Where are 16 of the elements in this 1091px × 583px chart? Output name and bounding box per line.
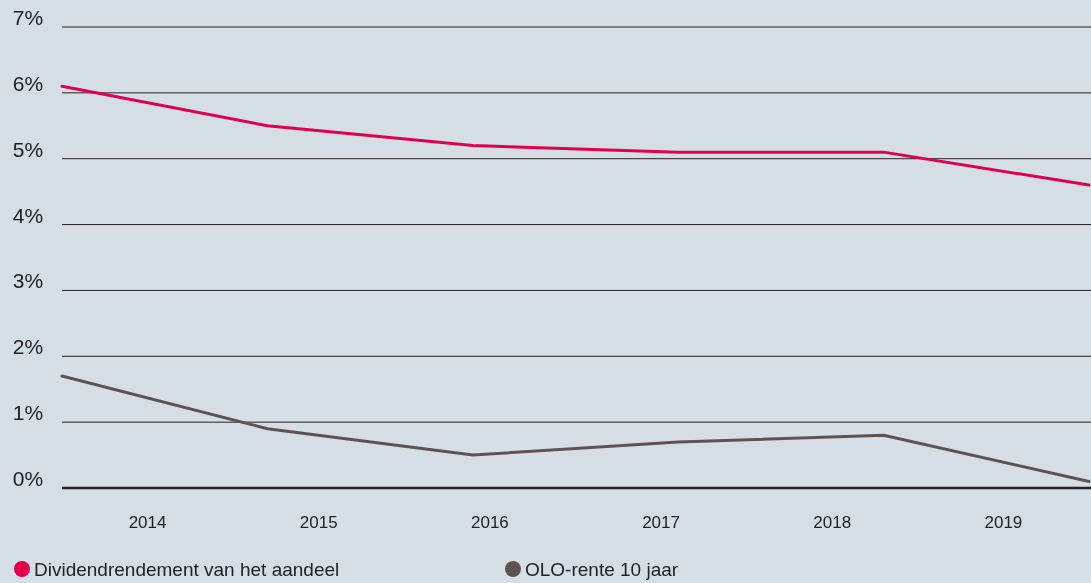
- y-tick-label: 7%: [12, 6, 44, 29]
- y-tick-label: 0%: [12, 467, 44, 490]
- x-tick-label: 2014: [128, 513, 167, 532]
- y-tick-label: 1%: [12, 401, 44, 425]
- legend-label: Dividendrendement van het aandeel: [34, 559, 340, 580]
- x-tick-label: 2019: [984, 513, 1023, 532]
- legend-label: OLO-rente 10 jaar: [525, 559, 679, 580]
- y-tick-label: 4%: [12, 203, 44, 227]
- x-tick-label: 2016: [471, 513, 509, 532]
- x-tick-label: 2015: [299, 513, 338, 532]
- y-tick-label: 3%: [12, 269, 44, 293]
- x-tick-label: 2018: [813, 513, 852, 532]
- y-tick-label: 5%: [12, 137, 44, 161]
- y-tick-label: 6%: [12, 71, 44, 95]
- x-tick-label: 2017: [642, 513, 680, 532]
- y-tick-label: 2%: [12, 335, 44, 359]
